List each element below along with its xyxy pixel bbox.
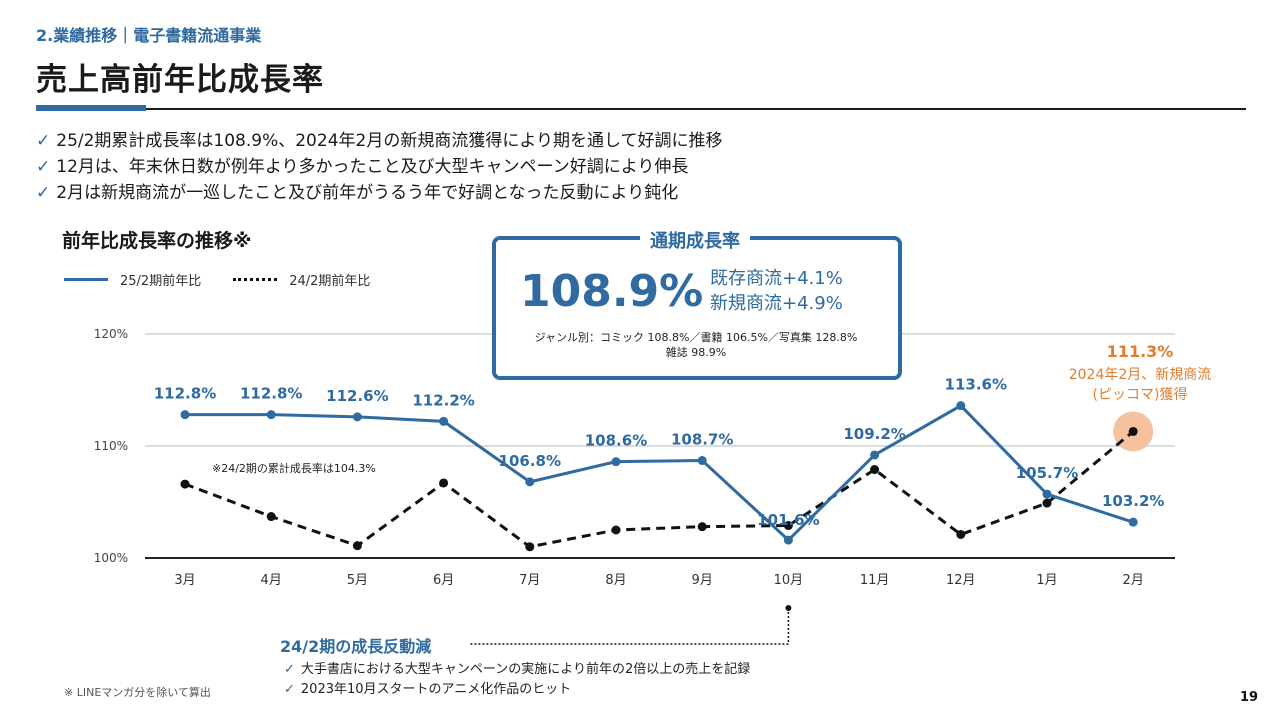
highlight-note: 2024年2月、新規商流 (ピッコマ)獲得	[1050, 365, 1230, 405]
data-label-current: 106.8%	[499, 452, 561, 470]
data-label-current: 108.6%	[585, 432, 647, 450]
existing-channel-growth: 既存商流+4.1%	[710, 268, 843, 289]
data-label-current: 112.2%	[412, 391, 474, 409]
page-number: 19	[1240, 690, 1259, 705]
page-title: 売上高前年比成長率	[36, 62, 324, 98]
callout-tag: 通期成長率	[640, 227, 750, 253]
data-point-current	[1042, 489, 1052, 499]
check-icon: ✓	[36, 131, 51, 151]
prev-cumulative-note: ※24/2期の累計成長率は104.3%	[212, 461, 376, 475]
x-tick-label: 9月	[692, 573, 713, 588]
x-tick-label: 12月	[946, 573, 976, 588]
legend-swatch-previous	[233, 278, 278, 281]
x-tick-label: 3月	[174, 573, 195, 588]
footnote: ※ LINEマンガ分を除いて算出	[64, 686, 211, 699]
data-point-previous	[611, 525, 621, 535]
title-divider	[36, 108, 1246, 110]
series-line-previous	[184, 430, 1135, 549]
data-label-current: 109.2%	[843, 425, 905, 443]
bullet-text: 2月は新規商流が一巡したこと及び前年がうるう年で好調となった反動により鈍化	[56, 183, 679, 203]
data-label-current: 103.2%	[1102, 492, 1164, 510]
chart-title: 前年比成長率の推移※	[62, 230, 252, 252]
summary-bullets: ✓ 25/2期累計成長率は108.9%、2024年2月の新規商流獲得により期を通し…	[36, 128, 722, 206]
bullet-text: 12月は、年末休日数が例年より多かったこと及び大型キャンペーン好調により伸長	[56, 157, 689, 177]
data-point-current	[439, 416, 449, 426]
summary-bullet-3: ✓ 2月は新規商流が一巡したこと及び前年がうるう年で好調となった反動により鈍化	[36, 180, 722, 206]
rebound-item-text: 2023年10月スタートのアニメ化作品のヒット	[300, 682, 572, 697]
legend-label-current: 25/2期前年比	[120, 274, 202, 289]
highlight-line-1: 2024年2月、新規商流	[1068, 367, 1212, 383]
data-point-previous	[266, 512, 276, 522]
rebound-heading: 24/2期の成長反動減	[280, 637, 432, 656]
check-icon: ✓	[36, 183, 51, 203]
data-point-current	[1128, 517, 1138, 527]
x-tick-label: 11月	[860, 573, 890, 588]
data-point-current	[352, 412, 362, 422]
x-tick-label: 4月	[261, 573, 282, 588]
data-label-current: 112.8%	[240, 385, 302, 403]
x-tick-label: 7月	[519, 573, 540, 588]
genre-breakdown: ジャンル別：コミック 108.8%／書籍 106.5%／写真集 128.8% 雑…	[500, 330, 892, 360]
y-tick-label: 110%	[94, 439, 128, 453]
data-point-previous	[870, 465, 880, 475]
new-channel-growth: 新規商流+4.9%	[710, 293, 843, 314]
data-point-previous	[783, 521, 793, 531]
genre-line-1: ジャンル別：コミック 108.8%／書籍 106.5%／写真集 128.8%	[534, 331, 858, 344]
rebound-item-1: ✓ 大手書店における大型キャンペーンの実施により前年の2倍以上の売上を記録	[284, 660, 750, 680]
data-point-current	[697, 456, 707, 466]
data-point-current	[180, 410, 190, 420]
growth-breakdown: 既存商流+4.1% 新規商流+4.9%	[710, 266, 843, 316]
section-label: 2.業績推移｜電子書籍流通事業	[36, 26, 262, 45]
title-accent-bar	[36, 105, 146, 111]
check-icon: ✓	[36, 157, 51, 177]
data-label-current: 112.8%	[154, 385, 216, 403]
data-label-current: 112.6%	[326, 387, 388, 405]
data-label-current: 105.7%	[1016, 464, 1078, 482]
data-point-previous	[352, 541, 362, 551]
data-point-current	[870, 450, 880, 460]
data-point-current	[783, 535, 793, 545]
connector-line	[470, 608, 790, 645]
data-point-previous	[1042, 498, 1052, 508]
rebound-item-2: ✓ 2023年10月スタートのアニメ化作品のヒット	[284, 680, 750, 700]
data-point-previous	[697, 522, 707, 532]
genre-line-2: 雑誌 98.9%	[665, 346, 727, 359]
chart-legend: 25/2期前年比 24/2期前年比	[64, 270, 370, 289]
annual-growth-value: 108.9%	[520, 266, 704, 317]
summary-bullet-2: ✓ 12月は、年末休日数が例年より多かったこと及び大型キャンペーン好調により伸長	[36, 154, 722, 180]
data-point-previous	[180, 479, 190, 489]
check-icon: ✓	[284, 682, 295, 697]
data-label-current: 108.7%	[671, 431, 733, 449]
data-point-current	[956, 401, 966, 411]
legend-label-previous: 24/2期前年比	[289, 274, 371, 289]
legend-swatch-current	[64, 278, 108, 281]
highlight-value: 111.3%	[1106, 342, 1174, 361]
check-icon: ✓	[284, 662, 295, 677]
x-tick-label: 2月	[1123, 573, 1144, 588]
data-label-current: 101.6%	[757, 511, 819, 529]
x-tick-label: 10月	[774, 573, 804, 588]
x-tick-label: 1月	[1036, 573, 1057, 588]
data-point-previous	[525, 542, 535, 552]
rebound-list: ✓ 大手書店における大型キャンペーンの実施により前年の2倍以上の売上を記録 ✓ 20…	[284, 660, 750, 700]
y-tick-label: 100%	[94, 551, 128, 565]
x-tick-label: 5月	[347, 573, 368, 588]
bullet-text: 25/2期累計成長率は108.9%、2024年2月の新規商流獲得により期を通して…	[56, 131, 723, 151]
data-point-previous	[439, 478, 449, 488]
summary-bullet-1: ✓ 25/2期累計成長率は108.9%、2024年2月の新規商流獲得により期を通し…	[36, 128, 722, 154]
rebound-item-text: 大手書店における大型キャンペーンの実施により前年の2倍以上の売上を記録	[300, 662, 751, 677]
data-point-current	[611, 457, 621, 467]
highlight-line-2: (ピッコマ)獲得	[1092, 387, 1188, 403]
data-point-current	[525, 477, 535, 487]
x-tick-label: 8月	[605, 573, 626, 588]
series-line-current	[185, 403, 1134, 543]
data-point-current	[266, 410, 276, 420]
data-point-previous	[956, 529, 966, 539]
y-tick-label: 120%	[94, 327, 128, 341]
data-label-current: 113.6%	[945, 376, 1007, 394]
data-point-previous	[1128, 426, 1138, 436]
x-tick-label: 6月	[433, 573, 454, 588]
